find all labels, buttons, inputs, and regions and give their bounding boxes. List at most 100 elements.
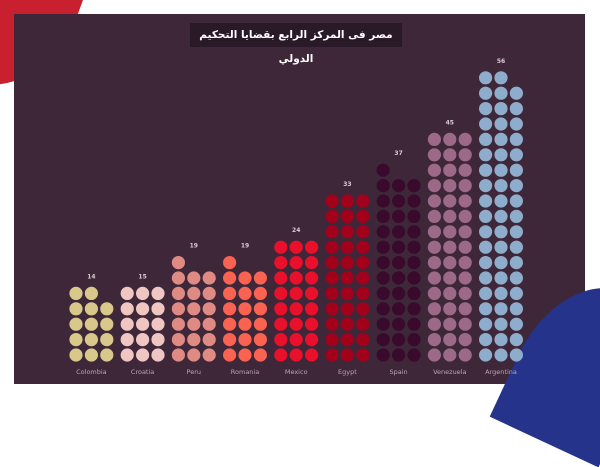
bar-egypt: 33 Egypt bbox=[325, 181, 370, 376]
dot bbox=[120, 317, 134, 331]
dot bbox=[392, 286, 406, 300]
dot bbox=[509, 240, 523, 254]
value-label: 33 bbox=[343, 181, 351, 188]
dot bbox=[494, 256, 508, 270]
dot bbox=[509, 256, 523, 270]
dot bbox=[376, 256, 390, 270]
dot bbox=[376, 302, 390, 316]
dot bbox=[289, 240, 303, 254]
bar-croatia: 15 Croatia bbox=[120, 273, 165, 376]
dot bbox=[443, 148, 457, 162]
dot bbox=[223, 271, 237, 285]
dot bbox=[479, 317, 493, 331]
dot bbox=[407, 256, 421, 270]
dot bbox=[443, 286, 457, 300]
dot bbox=[427, 163, 441, 177]
dot bbox=[202, 317, 216, 331]
dot bbox=[274, 256, 288, 270]
dot bbox=[427, 286, 441, 300]
dot bbox=[427, 132, 441, 146]
dot bbox=[509, 148, 523, 162]
dot bbox=[376, 333, 390, 347]
dot bbox=[479, 225, 493, 239]
dot bbox=[274, 240, 288, 254]
dot bbox=[187, 271, 201, 285]
dot bbox=[407, 271, 421, 285]
dot bbox=[376, 179, 390, 193]
dot bbox=[100, 317, 114, 331]
dot bbox=[120, 302, 134, 316]
category-label: Venezuela bbox=[433, 368, 466, 376]
dot bbox=[458, 348, 472, 362]
dot bbox=[443, 302, 457, 316]
dot bbox=[289, 333, 303, 347]
bar-romania: 19 Romania bbox=[223, 243, 267, 376]
dot bbox=[253, 333, 267, 347]
dot bbox=[443, 348, 457, 362]
dot bbox=[120, 333, 134, 347]
dot bbox=[427, 256, 441, 270]
dot bbox=[171, 302, 185, 316]
dot bbox=[407, 302, 421, 316]
dot bbox=[509, 117, 523, 131]
bar-venezuela: 45 Venezuela bbox=[427, 119, 472, 376]
value-label: 45 bbox=[446, 119, 454, 126]
dot bbox=[376, 209, 390, 223]
dot bbox=[479, 240, 493, 254]
dot bbox=[427, 271, 441, 285]
value-label: 19 bbox=[190, 243, 198, 250]
dot bbox=[171, 317, 185, 331]
value-label: 56 bbox=[497, 58, 505, 65]
dot bbox=[356, 194, 370, 208]
dot bbox=[392, 240, 406, 254]
dot bbox=[120, 348, 134, 362]
dot bbox=[494, 348, 508, 362]
dot bbox=[479, 148, 493, 162]
dot bbox=[187, 317, 201, 331]
dot bbox=[325, 302, 339, 316]
dot bbox=[443, 132, 457, 146]
dot bbox=[407, 225, 421, 239]
dot bbox=[289, 256, 303, 270]
dot bbox=[325, 194, 339, 208]
dot bbox=[187, 286, 201, 300]
value-label: 15 bbox=[138, 273, 146, 280]
dot bbox=[509, 348, 523, 362]
dot bbox=[202, 286, 216, 300]
dot bbox=[479, 271, 493, 285]
dot bbox=[407, 317, 421, 331]
dot bbox=[223, 286, 237, 300]
value-label: 19 bbox=[241, 243, 249, 250]
chart-title: مصر فى المركز الرابع بقضايا التحكيم الدو… bbox=[190, 23, 402, 65]
dot bbox=[325, 271, 339, 285]
dot bbox=[325, 348, 339, 362]
dot bbox=[69, 333, 83, 347]
dot bbox=[494, 333, 508, 347]
dot bbox=[274, 302, 288, 316]
value-label: 14 bbox=[87, 273, 95, 280]
dot bbox=[340, 271, 354, 285]
dot bbox=[509, 225, 523, 239]
dot bbox=[340, 240, 354, 254]
dot bbox=[392, 348, 406, 362]
dot bbox=[274, 333, 288, 347]
dot bbox=[479, 102, 493, 116]
dot bbox=[274, 286, 288, 300]
dot bbox=[494, 132, 508, 146]
dot bbox=[340, 194, 354, 208]
dot bbox=[305, 333, 319, 347]
dot bbox=[325, 225, 339, 239]
dot bbox=[223, 333, 237, 347]
dot bbox=[458, 302, 472, 316]
dot bbox=[509, 102, 523, 116]
dot bbox=[427, 148, 441, 162]
dot bbox=[427, 194, 441, 208]
dot bbox=[356, 302, 370, 316]
dot bbox=[494, 71, 508, 85]
dot bbox=[100, 302, 114, 316]
dot bbox=[509, 179, 523, 193]
dot bbox=[289, 348, 303, 362]
dot bbox=[253, 302, 267, 316]
dot bbox=[84, 286, 98, 300]
dot bbox=[340, 286, 354, 300]
